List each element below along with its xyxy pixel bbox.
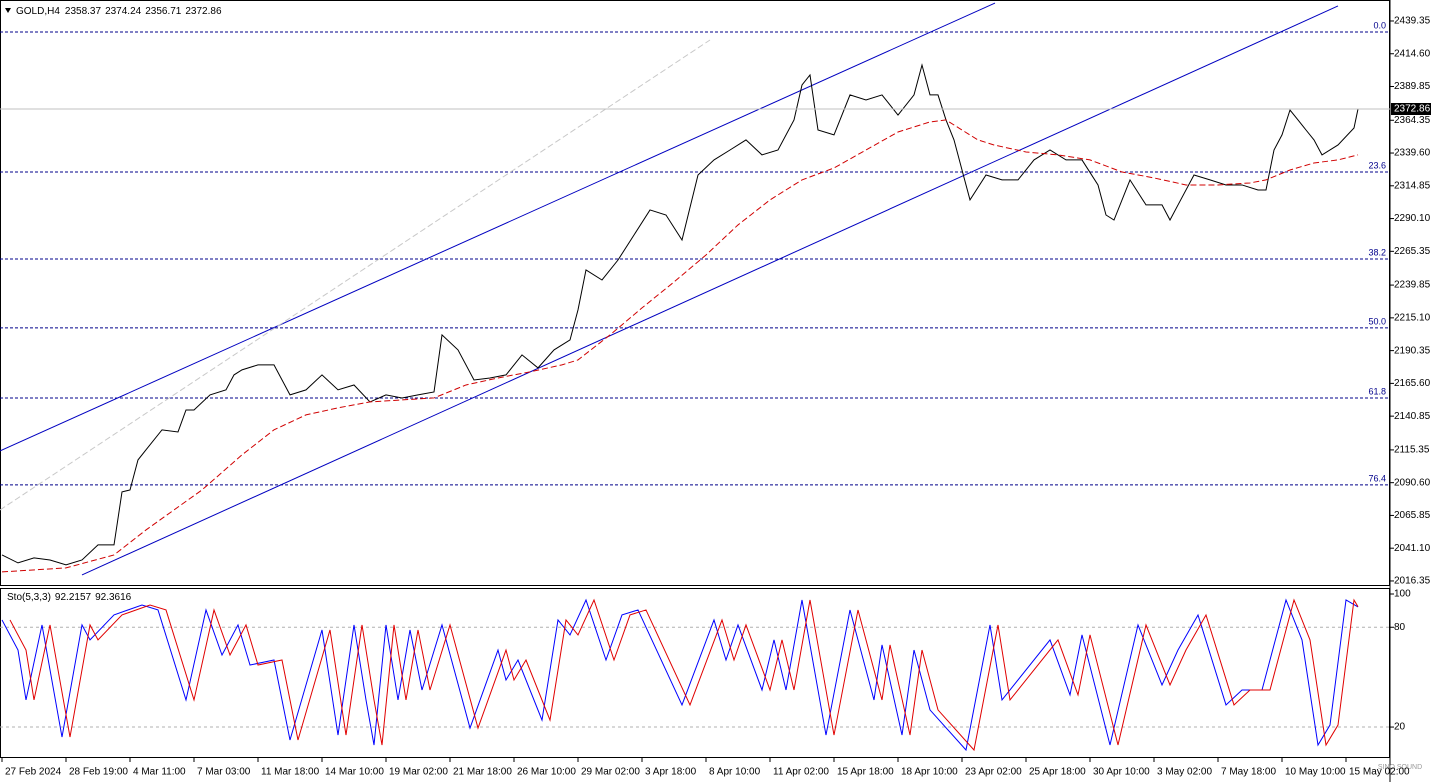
y-tick-label: 2016.35	[1394, 576, 1431, 587]
y-tick-label: 2339.60	[1394, 148, 1431, 159]
menu-arrow[interactable]	[5, 8, 11, 13]
fib-label: 0.0	[1373, 20, 1386, 30]
x-tick-label: 11 Mar 18:00	[261, 767, 320, 778]
price-line	[1, 63, 1359, 566]
last-price-label: 2372.86	[1394, 104, 1431, 115]
oscillator-header: Sto(5,3,3) 92.2157 92.3616	[7, 592, 132, 603]
x-tick-label: 4 Mar 11:00	[133, 767, 186, 778]
y-tick-label: 2290.10	[1394, 213, 1431, 224]
x-tick-label: 21 Mar 18:00	[453, 767, 512, 778]
y-tick-label: 2165.60	[1394, 378, 1431, 389]
oscillator-label: Sto(5,3,3)	[7, 592, 51, 603]
trend-line	[81, 5, 1339, 576]
signal-reading: 92.3616	[95, 592, 132, 603]
y-tick-label: 2364.35	[1394, 115, 1431, 126]
x-tick-label: 30 Apr 10:00	[1093, 767, 1150, 778]
y-tick-label: 2215.10	[1394, 312, 1431, 323]
y-tick-label: 2065.85	[1394, 510, 1431, 521]
x-tick-label: 25 Apr 18:00	[1029, 767, 1086, 778]
fib-label: 38.2	[1368, 247, 1386, 257]
low: 2356.71	[145, 6, 182, 17]
close: 2372.86	[185, 6, 222, 17]
x-tick-label: 8 Apr 10:00	[709, 767, 761, 778]
x-tick-label: 15 Apr 18:00	[837, 767, 894, 778]
fib-label: 61.8	[1368, 386, 1386, 396]
chart-header: GOLD,H4 2358.37 2374.24 2356.71 2372.86	[16, 6, 222, 17]
x-tick-label: 18 Apr 10:00	[901, 767, 958, 778]
x-tick-label: 29 Mar 02:00	[581, 767, 640, 778]
y-tick-label: 20	[1394, 722, 1406, 733]
trend-line	[0, 2, 996, 452]
watermark: SINO SOUND	[1378, 764, 1422, 771]
x-tick-label: 15 May 02:00	[1349, 767, 1410, 778]
y-tick-label: 2439.35	[1394, 16, 1431, 27]
indicator-line	[9, 598, 1359, 752]
x-tick-label: 23 Apr 02:00	[965, 767, 1022, 778]
y-tick-label: 2314.85	[1394, 180, 1431, 191]
y-tick-label: 2115.35	[1394, 445, 1430, 456]
y-tick-label: 100	[1394, 589, 1411, 600]
x-tick-label: 3 May 02:00	[1157, 767, 1212, 778]
fib-label: 23.6	[1368, 160, 1386, 170]
x-tick-label: 7 May 18:00	[1221, 767, 1276, 778]
symbol: GOLD,H4	[16, 6, 60, 17]
indicator-line	[1, 119, 1359, 573]
main-reading: 92.2157	[55, 592, 92, 603]
fib-label: 50.0	[1368, 316, 1386, 326]
x-tick-label: 26 Mar 10:00	[517, 767, 576, 778]
y-tick-label: 2041.10	[1394, 543, 1431, 554]
x-tick-label: 14 Mar 10:00	[325, 767, 384, 778]
y-tick-label: 2190.35	[1394, 345, 1431, 356]
y-tick-label: 2389.85	[1394, 81, 1431, 92]
high: 2374.24	[105, 6, 142, 17]
x-tick-label: 7 Mar 03:00	[197, 767, 251, 778]
x-tick-label: 10 May 10:00	[1285, 767, 1346, 778]
open: 2358.37	[65, 6, 102, 17]
indicator-line	[1, 598, 1359, 752]
y-tick-label: 2090.60	[1394, 477, 1431, 488]
y-tick-label: 80	[1394, 622, 1406, 633]
trend-line	[0, 39, 711, 511]
y-tick-label: 2414.60	[1394, 48, 1431, 59]
y-tick-label: 2265.35	[1394, 246, 1431, 257]
fib-label: 76.4	[1368, 473, 1386, 483]
y-tick-label: 2140.85	[1394, 411, 1431, 422]
x-tick-label: 11 Apr 02:00	[773, 767, 829, 778]
x-tick-label: 3 Apr 18:00	[645, 767, 697, 778]
x-tick-label: 19 Mar 02:00	[389, 767, 448, 778]
x-tick-label: 28 Feb 19:00	[69, 767, 128, 778]
y-tick-label: 2239.85	[1394, 280, 1431, 291]
last-price-box	[1391, 103, 1431, 116]
x-tick-label: 27 Feb 2024	[5, 767, 62, 778]
